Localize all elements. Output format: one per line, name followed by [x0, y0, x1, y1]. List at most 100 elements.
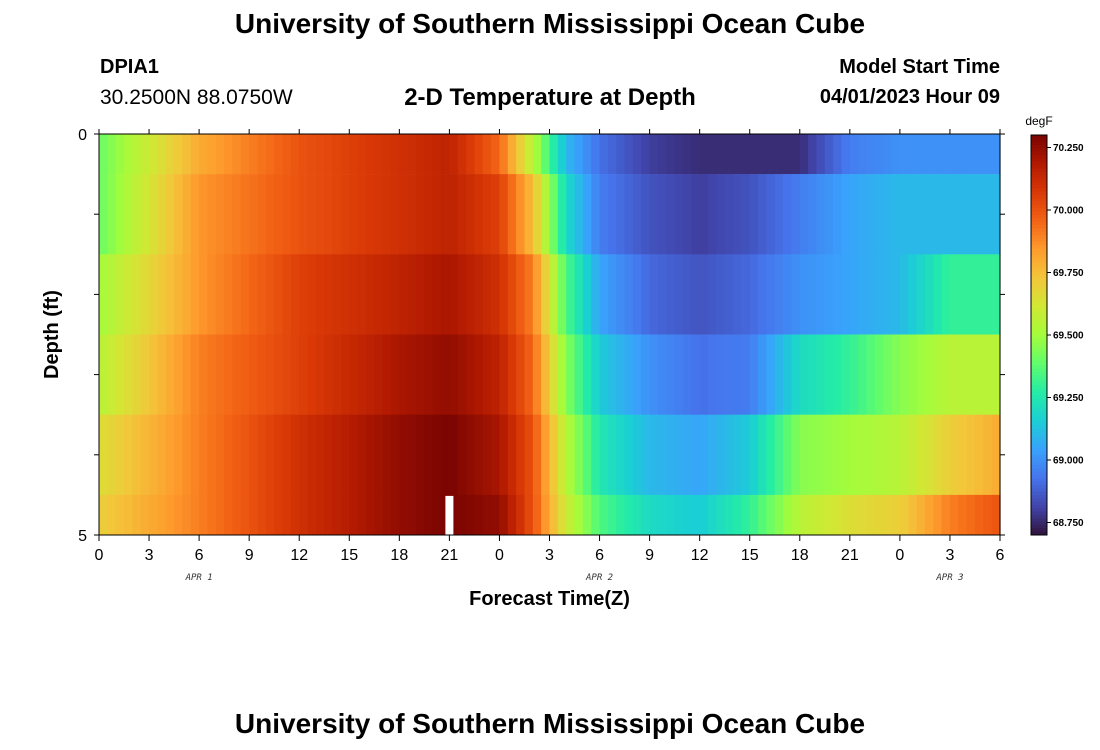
heatmap-cell	[833, 494, 843, 536]
heatmap-cell	[541, 254, 551, 335]
heatmap-cell	[315, 414, 325, 496]
heatmap-cells	[99, 134, 1001, 536]
heatmap-cell	[516, 334, 526, 415]
heatmap-cell	[524, 134, 534, 175]
heatmap-cell	[340, 334, 350, 415]
heatmap-cell	[224, 254, 234, 335]
heatmap-cell	[566, 174, 576, 255]
colorbar-segment	[1031, 325, 1047, 329]
heatmap-cell	[833, 414, 843, 496]
heatmap-cell	[783, 134, 793, 175]
heatmap-cell	[883, 134, 893, 175]
heatmap-cell	[816, 334, 826, 415]
heatmap-cell	[224, 174, 234, 255]
heatmap-cell	[758, 134, 767, 175]
heatmap-cell	[949, 494, 959, 536]
heatmap-cell	[324, 174, 334, 255]
heatmap-cell	[215, 134, 225, 175]
y-tick-label: 5	[78, 528, 87, 545]
heatmap-cell	[390, 134, 400, 175]
heatmap-cell	[599, 174, 609, 255]
heatmap-cell	[349, 414, 359, 496]
colorbar: degF 68.750 69.000 69.250 69.500 69.750 70.000…	[1025, 114, 1084, 536]
x-tick-label: 3	[945, 547, 954, 564]
colorbar-tick-label: 69.500	[1053, 331, 1084, 342]
heatmap-cell	[482, 494, 492, 536]
heatmap-cell	[407, 134, 417, 175]
heatmap-cell	[974, 414, 984, 496]
heatmap-cell	[224, 134, 234, 175]
colorbar-segment	[1031, 235, 1047, 239]
heatmap-cell	[340, 134, 350, 175]
heatmap-cell	[240, 134, 250, 175]
heatmap-cell	[874, 334, 884, 415]
heatmap-cell	[691, 174, 701, 255]
heatmap-cell	[449, 174, 459, 255]
heatmap-cell	[240, 174, 250, 255]
heatmap-cell	[716, 334, 726, 415]
colorbar-segment	[1031, 275, 1047, 279]
heatmap-cell	[299, 334, 309, 415]
heatmap-cell	[733, 254, 742, 335]
heatmap-cell	[916, 174, 926, 255]
colorbar-segment	[1031, 395, 1047, 399]
heatmap-cell	[699, 494, 709, 536]
heatmap-cell	[874, 174, 884, 255]
heatmap-cell	[99, 494, 108, 536]
heatmap-cell	[791, 254, 801, 335]
heatmap-cell	[799, 254, 809, 335]
heatmap-cell	[833, 174, 843, 255]
heatmap-cell	[149, 494, 158, 536]
heatmap-cell	[491, 494, 501, 536]
heatmap-cell	[315, 174, 325, 255]
heatmap-cell	[624, 174, 634, 255]
colorbar-segment	[1031, 151, 1047, 156]
heatmap-cell	[816, 174, 826, 255]
heatmap-cell	[107, 334, 117, 415]
heatmap-cell	[791, 134, 801, 175]
heatmap-cell	[149, 174, 158, 255]
heatmap-cell	[691, 134, 701, 175]
heatmap-cell	[99, 254, 108, 335]
heatmap-cell	[416, 414, 425, 496]
heatmap-cell	[549, 134, 559, 175]
heatmap-cell	[182, 174, 192, 255]
heatmap-cell	[107, 134, 117, 175]
heatmap-cell	[708, 494, 717, 536]
heatmap-cell	[315, 334, 325, 415]
colorbar-segment	[1031, 488, 1047, 493]
heatmap-cell	[399, 334, 409, 415]
heatmap-cell	[749, 494, 759, 536]
heatmap-cell	[666, 254, 676, 335]
colorbar-segment	[1031, 391, 1047, 396]
heatmap-cell	[991, 254, 1001, 335]
colorbar-segment	[1031, 371, 1047, 376]
heatmap-cell	[399, 494, 409, 536]
heatmap-cell	[874, 254, 884, 335]
heatmap-cell	[282, 334, 292, 415]
heatmap-cell	[616, 494, 626, 536]
heatmap-cell	[307, 174, 317, 255]
heatmap-cell	[699, 174, 709, 255]
heatmap-cell	[441, 174, 450, 255]
colorbar-segment	[1031, 181, 1047, 186]
colorbar-segment	[1031, 208, 1047, 213]
heatmap-cell	[891, 174, 901, 255]
heatmap-cell	[482, 134, 492, 175]
heatmap-cell	[274, 134, 284, 175]
colorbar-segment	[1031, 495, 1047, 499]
heatmap-cell	[299, 494, 309, 536]
heatmap-cell	[716, 494, 726, 536]
heatmap-cell	[532, 414, 542, 496]
heatmap-cell	[983, 134, 993, 175]
heatmap-cell	[307, 414, 317, 496]
heatmap-cell	[708, 414, 717, 496]
x-tick-label: 6	[595, 547, 604, 564]
heatmap-cell	[324, 254, 334, 335]
heatmap-cell	[708, 134, 717, 175]
heatmap-cell	[299, 174, 309, 255]
heatmap-cell	[966, 174, 976, 255]
heatmap-cell	[232, 414, 242, 496]
heatmap-cell	[874, 134, 884, 175]
heatmap-cell	[340, 254, 350, 335]
